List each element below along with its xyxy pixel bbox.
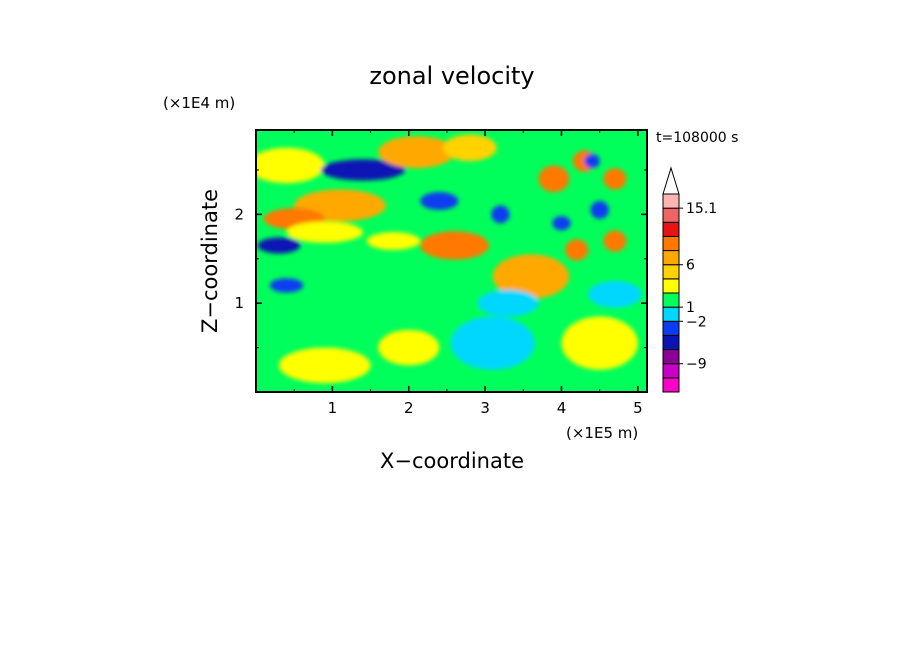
field-feature [443,134,497,162]
field-feature [590,201,609,219]
colorbar-bin [662,334,680,351]
colorbar-bin [662,363,680,379]
field-feature [584,153,600,169]
colorbar-tick-label: −9 [686,357,707,373]
y-axis-label: Z−coordinate [198,189,222,333]
x-tick-label: 3 [480,399,490,417]
x-unit-label: (×1E5 m) [566,424,638,442]
field-feature [320,159,405,181]
plot-area [256,130,647,392]
field-layer [256,134,642,384]
colorbar: 15.1 6 1−2 −9 [662,166,717,393]
field-feature [477,289,539,317]
y-tick-label: 2 [234,205,244,223]
colorbar-bin [662,193,680,209]
field-feature [492,254,570,299]
colorbar-tick-label: 1 [686,300,695,316]
field-feature [552,216,571,231]
colorbar-bin [662,278,680,294]
chart-title: zonal velocity [369,62,534,90]
y-tick-label: 1 [234,294,244,312]
colorbar-bin [662,292,680,308]
field-feature [603,230,627,252]
field-feature [278,347,371,384]
colorbar-bin [662,207,680,223]
field-feature [491,205,510,224]
colorbar-bin [662,250,680,266]
field-feature [378,329,440,366]
field-feature [256,147,325,184]
field-feature [366,232,421,250]
colorbar-bin [662,235,680,252]
field-feature [378,136,455,169]
field-feature [565,239,589,261]
colorbar-extend-arrow [662,166,680,195]
colorbar-bin [662,306,680,322]
colorbar-tick-label: −2 [686,314,707,330]
plot-frame [255,129,648,393]
colorbar-bin [662,264,680,280]
colorbar-tick-label: 15.1 [686,201,717,217]
field-feature [420,231,489,260]
colorbar-bin [662,221,680,237]
field-feature [257,237,301,254]
y-axis: 12 [234,169,647,349]
field-feature [420,192,459,210]
colorbar-tick-label: 6 [686,258,695,274]
field-feature [603,168,627,190]
field-feature [588,280,642,308]
x-tick-label: 1 [328,399,338,417]
colorbar-bin [662,377,680,393]
x-axis: 1 2 3 4 5 [293,130,643,417]
field-feature [561,316,638,370]
colorbar-bin [662,320,680,336]
x-tick-label: 2 [404,399,414,417]
x-axis-label: X−coordinate [380,449,524,473]
field-feature [286,221,363,243]
field-feature [355,272,402,299]
field-feature [450,316,535,370]
x-tick-label: 5 [633,399,643,417]
field-feature [269,278,304,293]
field-feature [538,165,570,193]
y-unit-label: (×1E4 m) [163,94,235,112]
time-label: t=108000 s [656,130,738,146]
colorbar-bin [662,349,680,365]
x-tick-label: 4 [557,399,567,417]
